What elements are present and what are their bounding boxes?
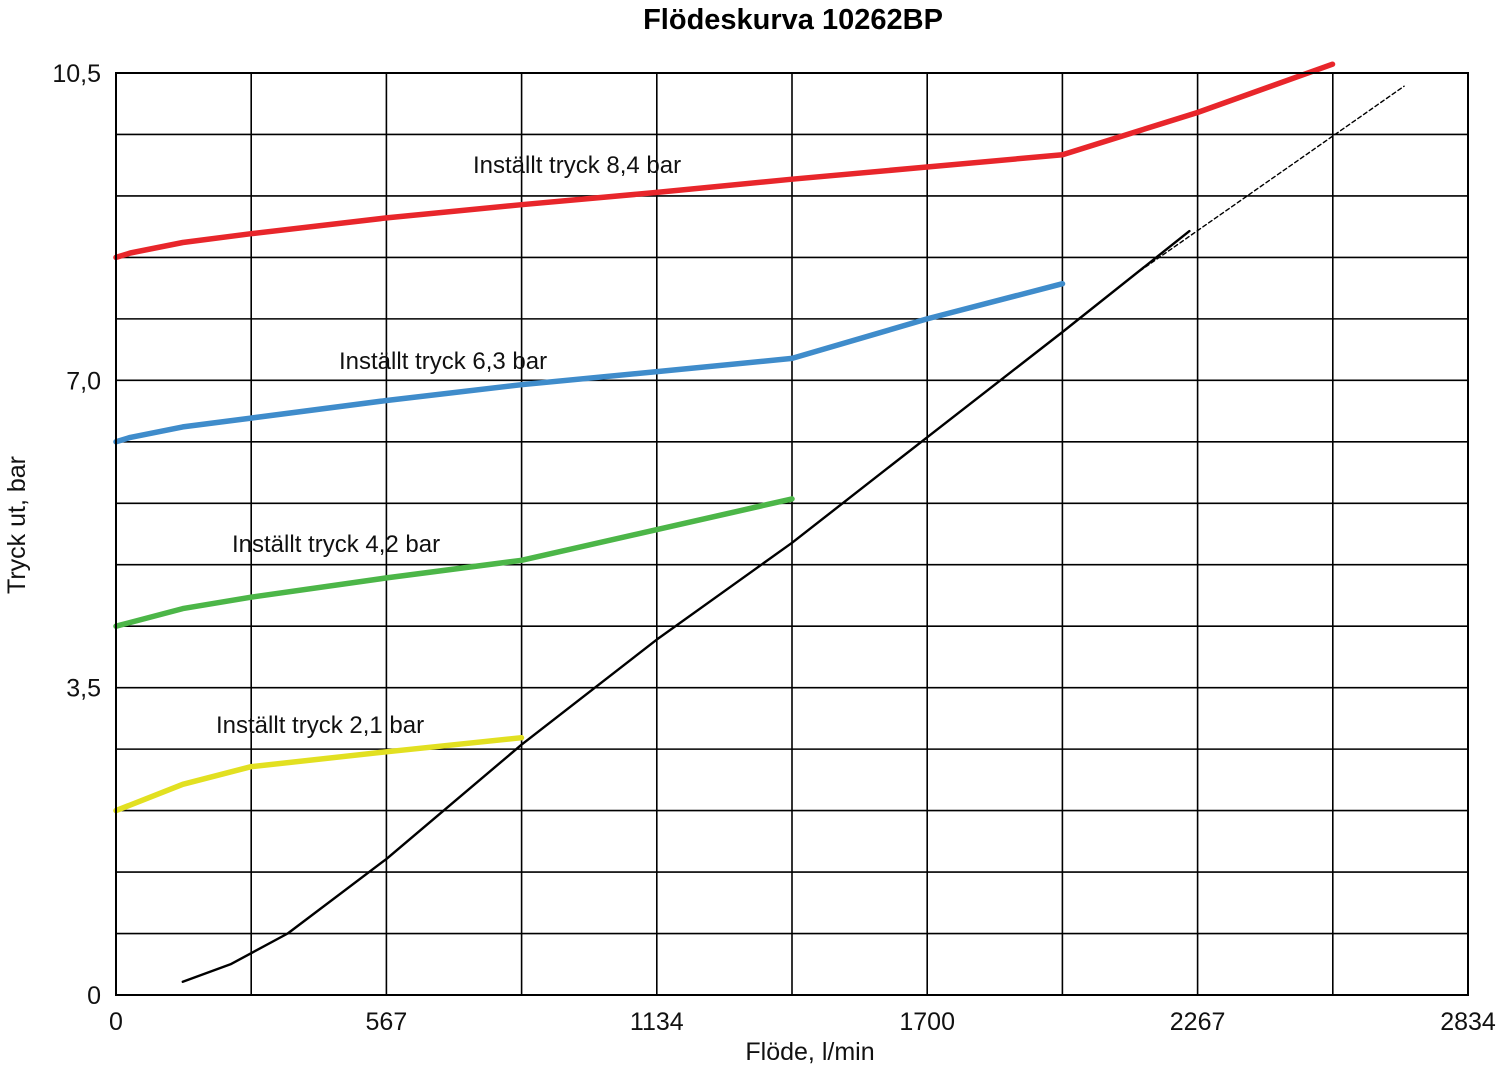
reference-curve — [181, 229, 1191, 983]
x-tick-labels: 0 567 1134 1700 2267 2834 — [109, 1008, 1496, 1036]
plot-frame — [115, 72, 1469, 996]
series-line-3 — [113, 496, 795, 629]
series-line-1 — [113, 61, 1336, 261]
series-line-4 — [113, 734, 525, 814]
y-tick-label: 3,5 — [66, 675, 101, 703]
x-tick-label: 567 — [366, 1008, 408, 1036]
series-labels: Inställt tryck 8,4 bar Inställt tryck 6,3… — [216, 152, 681, 739]
x-tick-label: 0 — [109, 1008, 123, 1036]
x-tick-label: 1134 — [630, 1008, 684, 1036]
chart-title: Flödeskurva 10262BP — [643, 4, 943, 36]
y-axis-label: Tryck ut, bar — [3, 456, 31, 594]
grid-layer — [116, 73, 1468, 995]
x-tick-label: 2267 — [1170, 1008, 1226, 1036]
y-tick-labels: 0 3,5 7,0 10,5 — [52, 60, 101, 1010]
y-tick-label: 10,5 — [52, 60, 101, 88]
x-tick-label: 1700 — [899, 1008, 955, 1036]
x-axis-label: Flöde, l/min — [745, 1038, 874, 1066]
series-layer — [113, 61, 1405, 983]
series-label-1: Inställt tryck 8,4 bar — [473, 152, 681, 179]
y-tick-label: 7,0 — [66, 367, 101, 395]
reference-curve-dashed — [1133, 85, 1405, 276]
x-tick-label: 2834 — [1440, 1008, 1496, 1036]
y-tick-label: 0 — [87, 982, 101, 1010]
series-label-4: Inställt tryck 2,1 bar — [216, 712, 424, 739]
series-line-2 — [113, 280, 1066, 445]
series-label-2: Inställt tryck 6,3 bar — [339, 348, 547, 375]
series-label-3: Inställt tryck 4,2 bar — [232, 531, 440, 558]
